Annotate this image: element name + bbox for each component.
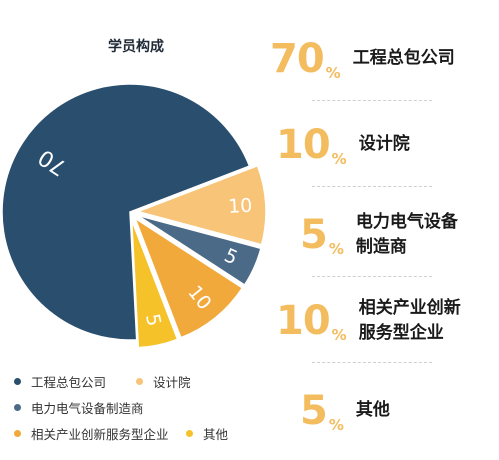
legend-label: 设计院 [153, 375, 191, 390]
legend-label: 其他 [203, 427, 229, 442]
stat-percent-sign: % [331, 326, 347, 344]
stat-label: 电力电气设备 制造商 [355, 211, 458, 258]
stat-percent-sign: % [325, 64, 341, 82]
legend-swatch [14, 378, 21, 385]
pie-slice-shape [130, 219, 179, 349]
legend-swatch [14, 430, 21, 437]
legend-swatch [136, 378, 143, 385]
pie-slice-shape [136, 214, 262, 286]
stat-label: 工程总包公司 [352, 48, 455, 69]
stat-number: 5 [300, 212, 328, 258]
legend-swatch [14, 404, 21, 411]
legend-item: 相关产业创新服务型企业 [14, 424, 169, 443]
stat-percent-sign: % [328, 416, 344, 434]
legend-label: 电力电气设备制造商 [31, 401, 144, 416]
stat-row: 10% 相关产业创新 服务型企业 [276, 292, 499, 350]
stat-number: 10 [276, 122, 331, 168]
pie-slice-shape [135, 164, 267, 246]
stat-label: 相关产业创新 服务型企业 [358, 297, 461, 344]
stat-divider [312, 100, 432, 101]
pie-slice-shape [133, 216, 244, 339]
legend-swatch [186, 430, 193, 437]
stat-divider [312, 276, 432, 277]
chart-title: 学员构成 [108, 39, 164, 55]
pie-slice-3: 5 [136, 214, 262, 286]
pie-slice-shape [1, 83, 251, 341]
legend-label: 工程总包公司 [31, 375, 107, 390]
legend-item: 工程总包公司 [14, 372, 106, 391]
pie-slice-2: 10 [135, 164, 267, 246]
pie-slice-1: 70 [1, 83, 251, 341]
stat-divider [312, 362, 432, 363]
legend-item: 电力电气设备制造商 [14, 398, 144, 417]
stat-number: 70 [270, 36, 325, 82]
stat-label: 其他 [355, 400, 390, 421]
pie-slice-label: 5 [141, 312, 165, 328]
stat-row: 5% 其他 [300, 382, 499, 440]
stat-row: 5% 电力电气设备 制造商 [300, 206, 499, 264]
stat-row: 70% 工程总包公司 [270, 30, 499, 88]
stat-row: 10% 设计院 [276, 116, 499, 174]
legend-label: 相关产业创新服务型企业 [31, 427, 169, 442]
stat-label: 设计院 [358, 134, 410, 155]
pie-slice-label: 10 [228, 195, 253, 218]
stat-number: 5 [300, 388, 328, 434]
pie-slice-4: 10 [133, 216, 244, 339]
stat-number: 10 [276, 298, 331, 344]
legend-item: 设计院 [136, 372, 191, 391]
legend-item: 其他 [186, 424, 228, 443]
pie-slice-5: 5 [130, 219, 179, 349]
stat-percent-sign: % [328, 240, 344, 258]
stat-percent-sign: % [331, 150, 347, 168]
stat-divider [312, 186, 432, 187]
